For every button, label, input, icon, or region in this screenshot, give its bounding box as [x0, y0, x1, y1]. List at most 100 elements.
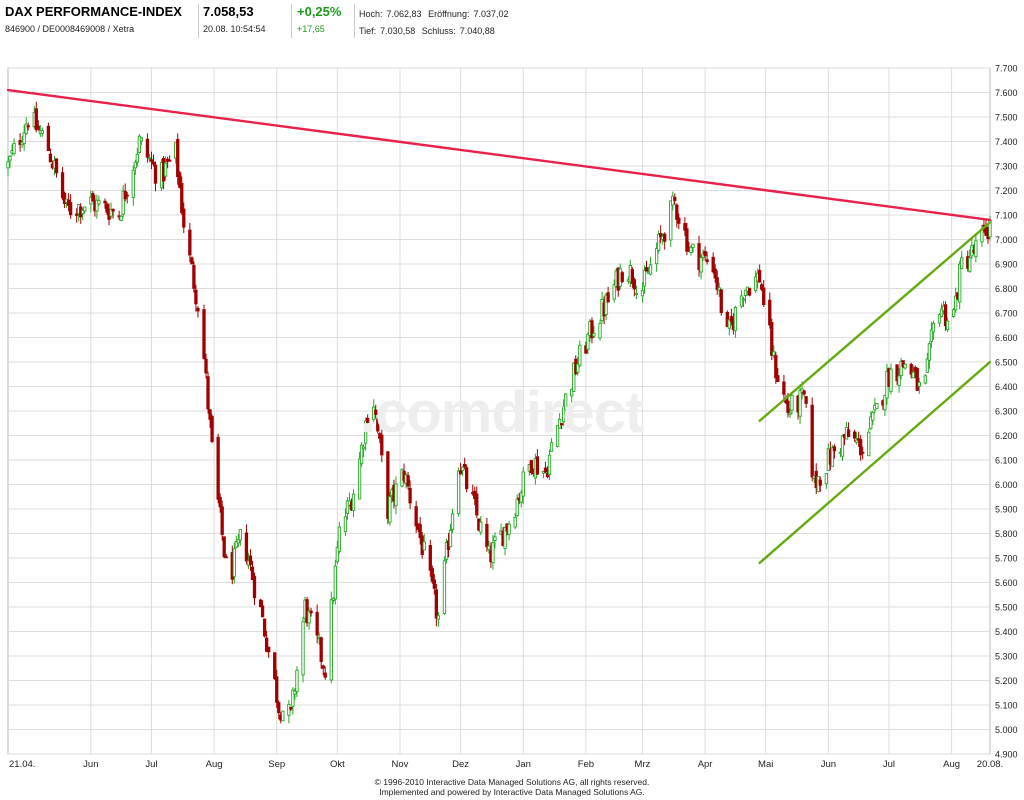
candle-down — [267, 646, 271, 653]
candle-down — [151, 161, 156, 165]
y-tick-label: 5.100 — [995, 701, 1018, 711]
candle-down — [258, 599, 263, 608]
change-percent: +0,25% — [297, 4, 342, 19]
candle-up — [570, 388, 574, 397]
candles — [6, 101, 992, 724]
candle-down — [182, 208, 186, 228]
y-tick-label: 6.700 — [995, 309, 1018, 319]
candle-up — [840, 435, 845, 457]
candle-up — [939, 308, 944, 318]
high-open-row: Hoch: 7.062,83 Eröffnung: 7.037,02 — [359, 8, 559, 20]
candle-up — [717, 287, 721, 291]
candle-down — [673, 196, 677, 201]
candle-down — [768, 299, 772, 326]
copyright-line: © 1996-2010 Interactive Data Managed Sol… — [374, 777, 650, 787]
candle-down — [386, 451, 390, 519]
candle-up — [335, 546, 340, 563]
candle-down — [194, 289, 198, 305]
candle-down — [103, 200, 107, 204]
candle-down — [711, 256, 715, 273]
candle-down — [590, 320, 594, 339]
candle-up — [727, 319, 731, 329]
candle-up — [951, 309, 956, 318]
y-tick-label: 5.500 — [995, 603, 1018, 613]
candle-down — [428, 544, 432, 571]
candle-up — [875, 403, 879, 409]
candle-down — [465, 467, 469, 490]
low-value: 7.030,58 — [380, 26, 416, 36]
candle-down — [125, 194, 129, 197]
candle-down — [244, 532, 249, 562]
candle-down — [376, 418, 380, 432]
candle-up — [293, 690, 297, 695]
candle-down — [432, 579, 436, 589]
candle-down — [180, 182, 184, 214]
candle-up — [604, 294, 608, 315]
y-tick-label: 6.000 — [995, 480, 1018, 490]
candle-down — [48, 153, 53, 163]
candle-up — [6, 161, 10, 169]
candle-down — [818, 479, 822, 486]
y-tick-label: 6.100 — [995, 456, 1018, 466]
y-tick-label: 6.900 — [995, 260, 1018, 270]
candle-down — [810, 404, 814, 478]
candle-up — [363, 420, 368, 444]
candle-up — [578, 344, 582, 366]
candle-down — [697, 243, 701, 270]
powered-by-line: Implemented and powered by Interactive D… — [379, 787, 645, 797]
candle-up — [586, 333, 590, 350]
candle-down — [216, 436, 220, 500]
y-tick-label: 7.400 — [995, 137, 1018, 147]
candle-down — [309, 610, 313, 614]
candle-up — [824, 473, 828, 485]
candle-down — [458, 470, 463, 475]
candle-up — [493, 536, 497, 541]
candlestick-chart[interactable]: 4.900 5.000 5.100 5.200 5.300 5.400 5.500 5.600… — [0, 60, 1024, 775]
candle-down — [60, 172, 65, 199]
y-tick-label: 5.700 — [995, 554, 1018, 564]
high-label: Hoch: — [359, 9, 383, 19]
candle-down — [188, 229, 192, 256]
candle-up — [640, 290, 645, 297]
candle-down — [176, 139, 180, 178]
candle-up — [974, 240, 978, 258]
candle-up — [968, 257, 972, 272]
y-tick-label: 6.600 — [995, 333, 1018, 343]
candle-down — [250, 566, 255, 581]
close-label: Schluss: — [421, 26, 456, 36]
candle-up — [22, 132, 26, 144]
x-tick-label: Mrz — [635, 759, 651, 770]
instrument-title[interactable]: DAX PERFORMANCE-INDEX — [5, 4, 182, 19]
candle-up — [503, 526, 507, 549]
candle-up — [442, 560, 447, 614]
candle-down — [909, 363, 913, 375]
candle-up — [897, 375, 901, 386]
x-axis-labels: 21.04. Jun Jul Aug Sep Okt Nov Dez Jan Feb Mrz Apr M… — [9, 759, 1003, 770]
candle-up — [12, 142, 16, 155]
candle-up — [345, 500, 350, 515]
candle-down — [463, 464, 467, 468]
candle-up — [911, 371, 915, 379]
close-value: 7.040,88 — [459, 26, 495, 36]
channel-lower-trendline — [758, 360, 992, 565]
candle-up — [733, 306, 738, 331]
y-tick-label: 5.600 — [995, 578, 1018, 588]
open-value: 7.037,02 — [473, 9, 509, 19]
candle-down — [915, 368, 919, 391]
candle-down — [620, 272, 624, 282]
y-tick-label: 7.300 — [995, 162, 1018, 172]
open-label: Eröffnung: — [428, 9, 470, 19]
candle-down — [658, 233, 663, 237]
candle-down — [630, 269, 635, 284]
y-tick-label: 7.100 — [995, 211, 1018, 221]
candle-up — [917, 381, 921, 387]
candle-down — [202, 309, 206, 359]
copyright-footer: © 1996-2010 Interactive Data Managed Sol… — [0, 777, 1024, 797]
candle-down — [34, 108, 38, 131]
candle-up — [642, 269, 647, 287]
low-close-row: Tief: 7.030,58 Schluss: 7.040,88 — [359, 25, 559, 37]
candle-up — [515, 498, 519, 516]
x-tick-label: Jun — [83, 759, 98, 770]
candle-down — [475, 493, 479, 516]
header-separator — [291, 4, 292, 38]
